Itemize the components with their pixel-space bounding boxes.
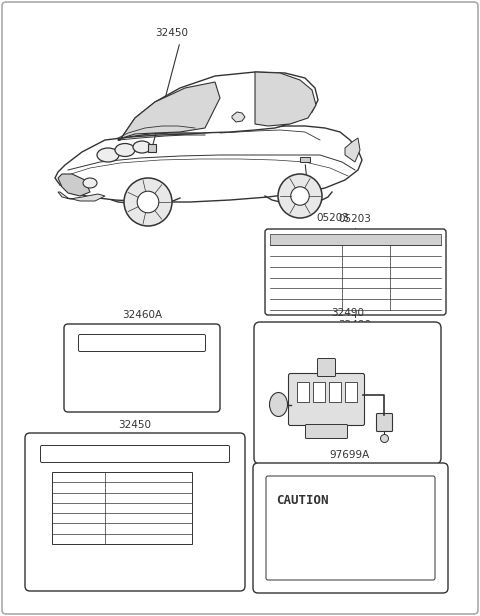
Polygon shape <box>345 138 360 162</box>
Ellipse shape <box>83 178 97 188</box>
FancyBboxPatch shape <box>305 424 348 439</box>
FancyBboxPatch shape <box>40 445 229 463</box>
Circle shape <box>137 191 159 213</box>
Polygon shape <box>58 174 90 196</box>
FancyBboxPatch shape <box>288 373 364 426</box>
FancyBboxPatch shape <box>64 324 220 412</box>
Polygon shape <box>55 126 362 202</box>
Text: 97699A: 97699A <box>330 450 370 460</box>
Circle shape <box>278 174 322 218</box>
Circle shape <box>124 178 172 226</box>
Text: CAUTION: CAUTION <box>276 494 328 507</box>
Text: 05203: 05203 <box>316 213 349 223</box>
Circle shape <box>381 434 388 442</box>
Polygon shape <box>58 192 105 201</box>
Bar <box>300 157 310 162</box>
Polygon shape <box>232 112 245 122</box>
FancyBboxPatch shape <box>265 229 446 315</box>
Text: 05203: 05203 <box>338 214 372 224</box>
FancyBboxPatch shape <box>25 433 245 591</box>
Text: 32490: 32490 <box>332 308 364 318</box>
FancyBboxPatch shape <box>79 334 205 352</box>
Text: 32450: 32450 <box>156 28 189 38</box>
Bar <box>345 381 357 402</box>
FancyBboxPatch shape <box>253 463 448 593</box>
Bar <box>148 144 156 152</box>
Text: 32460A: 32460A <box>122 310 162 320</box>
Ellipse shape <box>269 392 288 416</box>
Circle shape <box>291 187 309 205</box>
Bar <box>52 472 192 544</box>
Bar <box>270 234 441 245</box>
Text: 32450: 32450 <box>119 420 152 430</box>
Ellipse shape <box>133 141 151 153</box>
Bar <box>328 381 340 402</box>
FancyBboxPatch shape <box>317 359 336 376</box>
Polygon shape <box>118 82 220 140</box>
Bar <box>297 381 309 402</box>
Text: 32490: 32490 <box>338 320 372 330</box>
Ellipse shape <box>97 148 119 162</box>
FancyBboxPatch shape <box>376 413 393 431</box>
FancyBboxPatch shape <box>254 322 441 464</box>
Polygon shape <box>118 72 318 140</box>
Bar <box>312 381 324 402</box>
Polygon shape <box>255 72 316 126</box>
Ellipse shape <box>115 144 135 156</box>
